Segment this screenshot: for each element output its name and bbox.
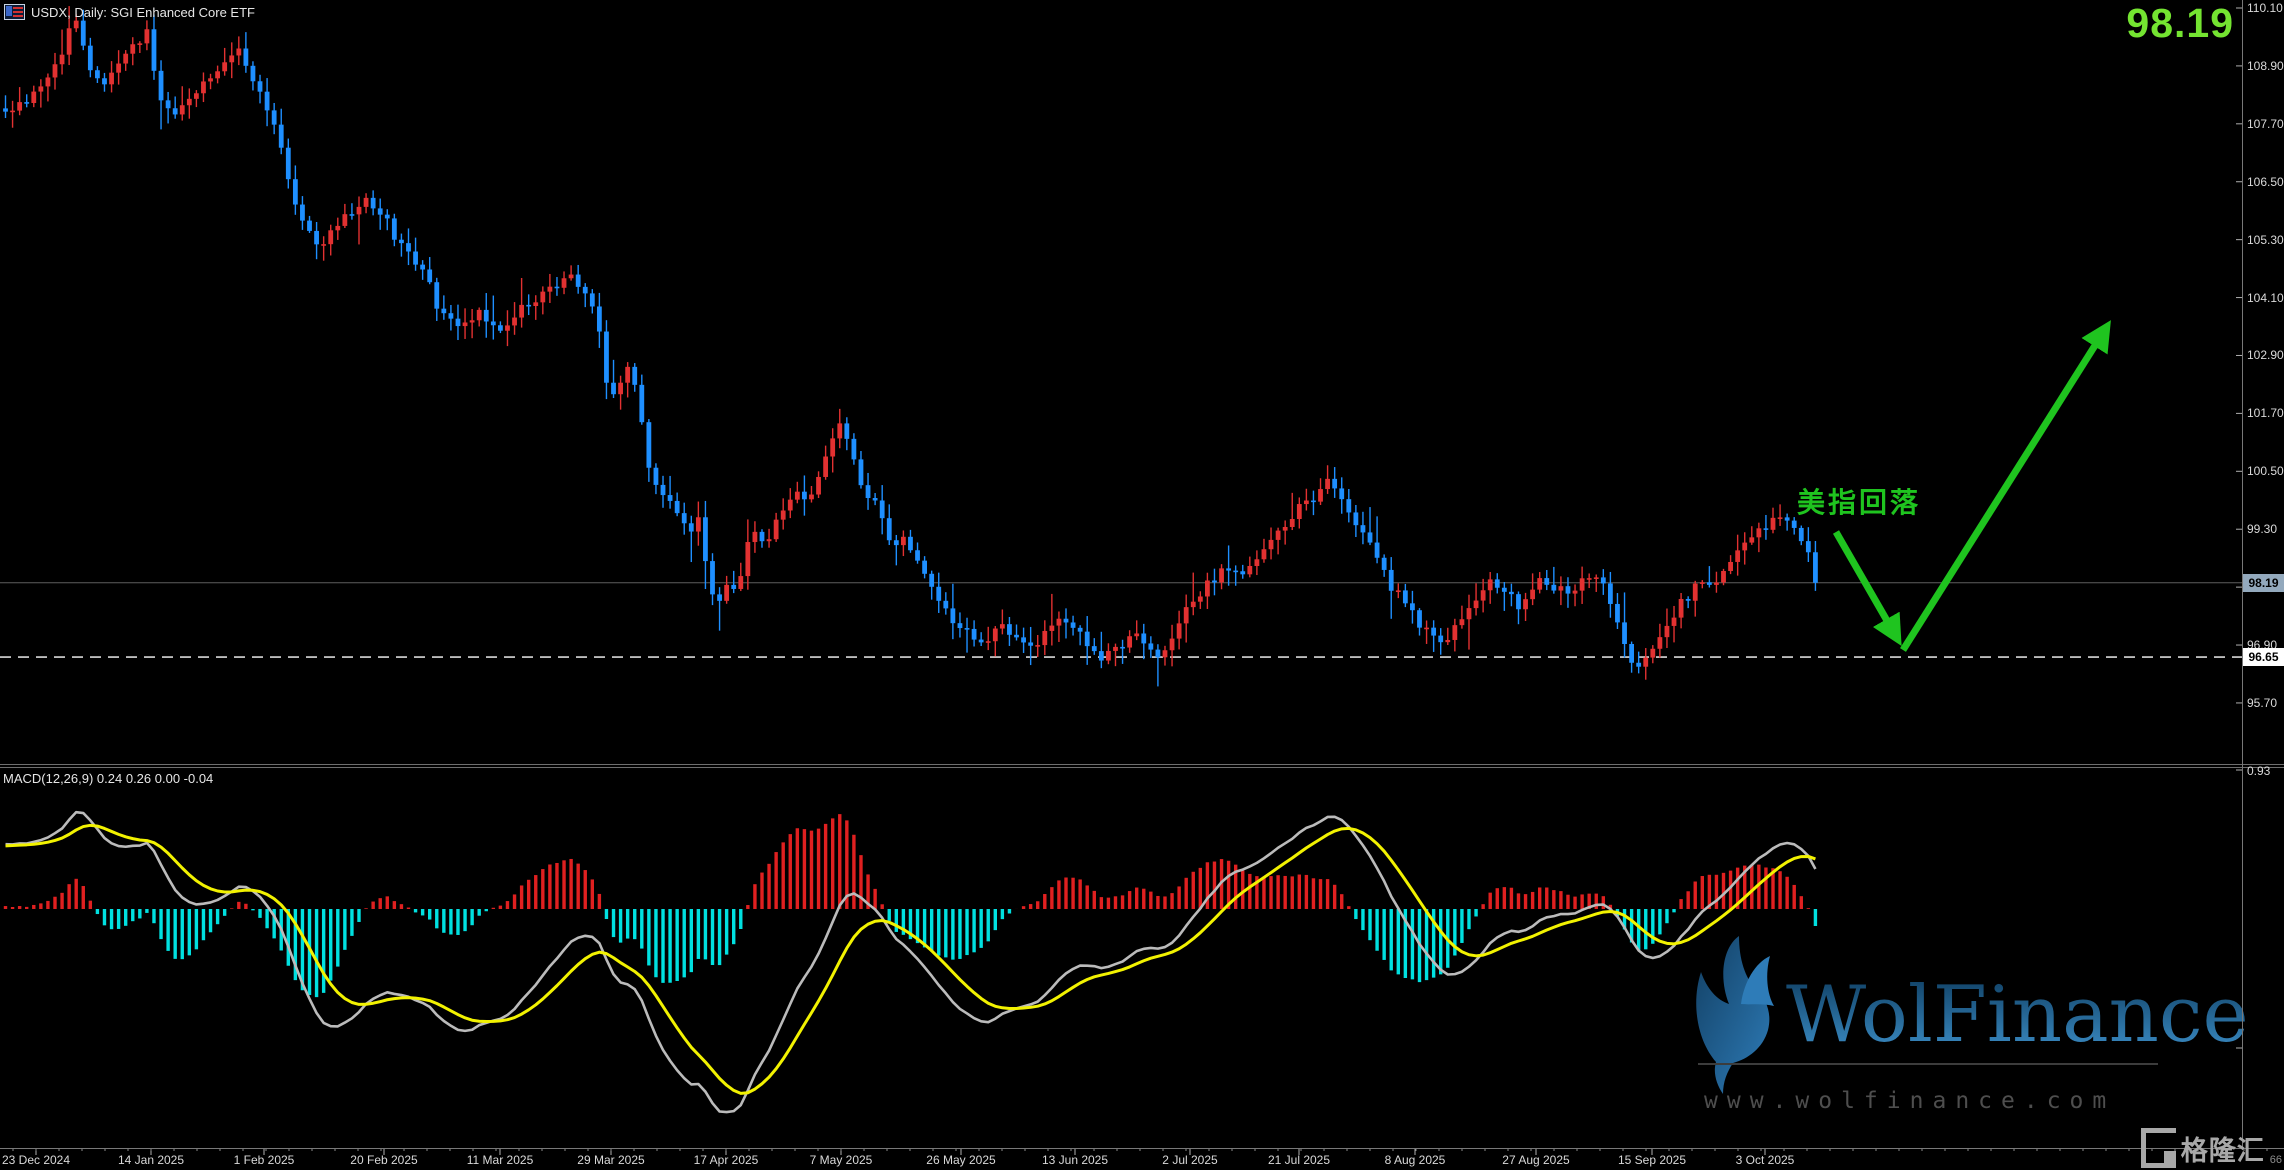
macd-signal-line [5,823,1816,1095]
macd-indicator-label[interactable]: MACD(12,26,9) 0.24 0.26 0.00 -0.04 [3,771,214,786]
wolf-head-icon [1696,936,1770,1094]
macd-axis-label: 0.93 [2247,764,2271,778]
time-axis-label: 15 Sep 2025 [1617,1153,1687,1167]
time-axis-label: 11 Mar 2025 [466,1153,534,1167]
chart-annotation-text: 美指回落 [1797,486,1922,519]
symbol-flag-icon [4,4,25,20]
time-axis-label: 1 Feb 2025 [233,1153,295,1167]
time-axis-label: 3 Oct 2025 [1735,1153,1795,1167]
chart-title: USDX, Daily: SGI Enhanced Core ETF [31,4,255,20]
time-axis-label: 21 Jul 2025 [1267,1153,1331,1167]
watermark-brand-text: WolFinance [1786,970,2249,1060]
price-axis-label: 104.10 [2247,290,2284,305]
time-axis-label: 27 Aug 2025 [1502,1153,1570,1167]
gelonghui-logo-suffix: 66 [2269,1154,2282,1166]
price-axis-label: 100.50 [2247,464,2284,479]
macd-line [5,810,1817,1114]
time-axis-label: 26 May 2025 [926,1153,996,1167]
time-axis-label: 13 Jun 2025 [1041,1153,1109,1167]
price-axis-label: 107.70 [2247,116,2284,131]
chart-title-row: USDX, Daily: SGI Enhanced Core ETF [4,4,255,20]
price-axis-label: 108.90 [2247,58,2284,73]
price-axis-label: 105.30 [2247,232,2284,247]
forecast-arrows [1832,320,2111,652]
gelonghui-logo-text: 格隆汇 [2180,1136,2265,1166]
time-axis-label: 14 Jan 2025 [117,1153,185,1167]
price-axis-label: 110.10 [2247,1,2283,15]
current-price-tag: 98.19 [2243,574,2284,592]
price-axis-label: 99.30 [2247,522,2278,537]
price-axis-label: 106.50 [2247,174,2284,189]
time-axis-label: 17 Apr 2025 [693,1153,759,1167]
time-axis-label: 29 Mar 2025 [577,1153,645,1167]
rebound-up-arrow [1900,320,2111,652]
gelonghui-logo: 格隆汇 66 [2140,1128,2282,1168]
watermark-url: www.wolfinance.com [1704,1088,2116,1114]
support-price-tag: 96.65 [2243,648,2284,666]
price-axis-label: 101.70 [2247,406,2284,421]
pullback-down-arrow [1832,530,1902,647]
time-axis-label: 20 Feb 2025 [350,1153,418,1167]
price-axis-label: 102.90 [2247,348,2284,363]
time-axis-label: 2 Jul 2025 [1162,1153,1218,1167]
watermark-logo: WolFinance [1696,936,2249,1094]
time-axis-label: 7 May 2025 [809,1153,873,1167]
time-axis-label: 23 Dec 2024 [1,1153,71,1167]
gelonghui-g-icon [2140,1128,2176,1168]
time-axis-label: 8 Aug 2025 [1384,1153,1446,1167]
wolf-ear-icon [1741,956,1774,1006]
current-price-display: 98.19 [2126,0,2234,46]
price-axis-label: 95.70 [2247,695,2278,710]
